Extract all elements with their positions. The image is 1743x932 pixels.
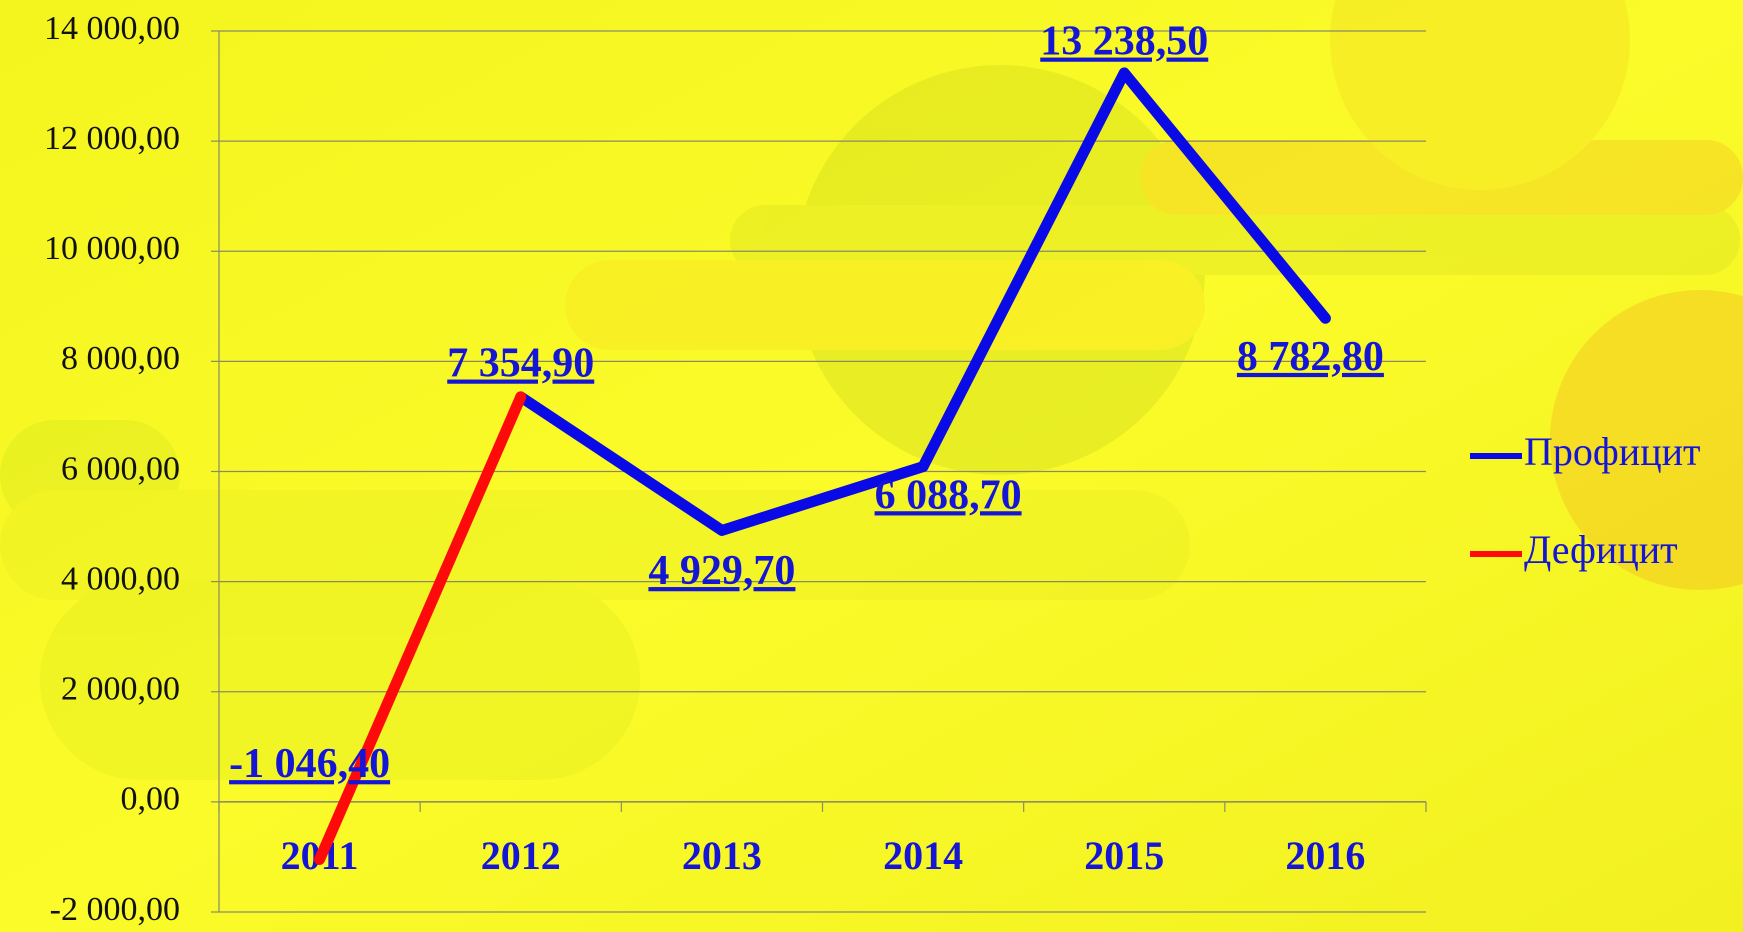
series-line [314, 391, 527, 865]
x-tick-label: 2014 [883, 833, 963, 878]
x-tick-label: 2013 [682, 833, 762, 878]
y-tick-label: -2 000,00 [50, 891, 180, 928]
y-tick-label: 10 000,00 [44, 230, 180, 267]
data-label: 8 782,80 [1237, 334, 1384, 380]
y-tick-label: 14 000,00 [44, 10, 180, 47]
x-tick-label: 2016 [1285, 833, 1365, 878]
series-line [515, 67, 1331, 536]
y-tick-label: 8 000,00 [61, 340, 180, 377]
data-label: 7 354,90 [447, 341, 594, 387]
legend-label: Дефицит [1524, 527, 1678, 572]
background-shapes [0, 0, 1743, 780]
y-tick-label: 4 000,00 [61, 560, 180, 597]
data-label: 13 238,50 [1040, 19, 1208, 65]
x-tick-label: 2015 [1084, 833, 1164, 878]
data-label: 4 929,70 [648, 548, 795, 594]
legend: Профицит Дефицит [1470, 429, 1701, 572]
x-tick-label: 2012 [481, 833, 561, 878]
data-label: 6 088,70 [875, 472, 1022, 518]
data-label: -1 046,40 [229, 741, 390, 787]
y-tick-label: 0,00 [121, 781, 181, 818]
y-tick-label: 2 000,00 [61, 671, 180, 708]
y-tick-label: 6 000,00 [61, 450, 180, 487]
legend-label: Профицит [1524, 429, 1701, 474]
y-tick-label: 12 000,00 [44, 120, 180, 157]
